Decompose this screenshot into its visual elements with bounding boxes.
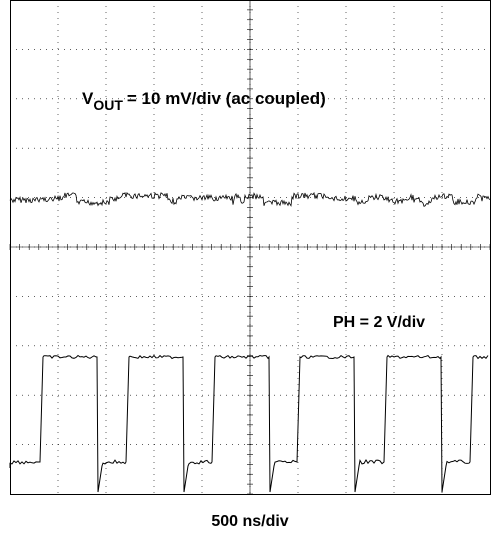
screen-border: [10, 0, 491, 495]
vout-symbol: V: [82, 89, 94, 108]
ph-label: PH = 2 V/div: [333, 314, 425, 331]
vout-trace: [9, 191, 491, 207]
vout-subscript: OUT: [93, 97, 123, 113]
vout-scale: = 10 mV/div (ac coupled): [127, 89, 326, 108]
ph-trace: [9, 354, 489, 493]
x-axis-label: 500 ns/div: [211, 513, 288, 530]
graticule: [9, 0, 491, 495]
vout-label: VOUT = 10 mV/div (ac coupled): [82, 89, 326, 113]
